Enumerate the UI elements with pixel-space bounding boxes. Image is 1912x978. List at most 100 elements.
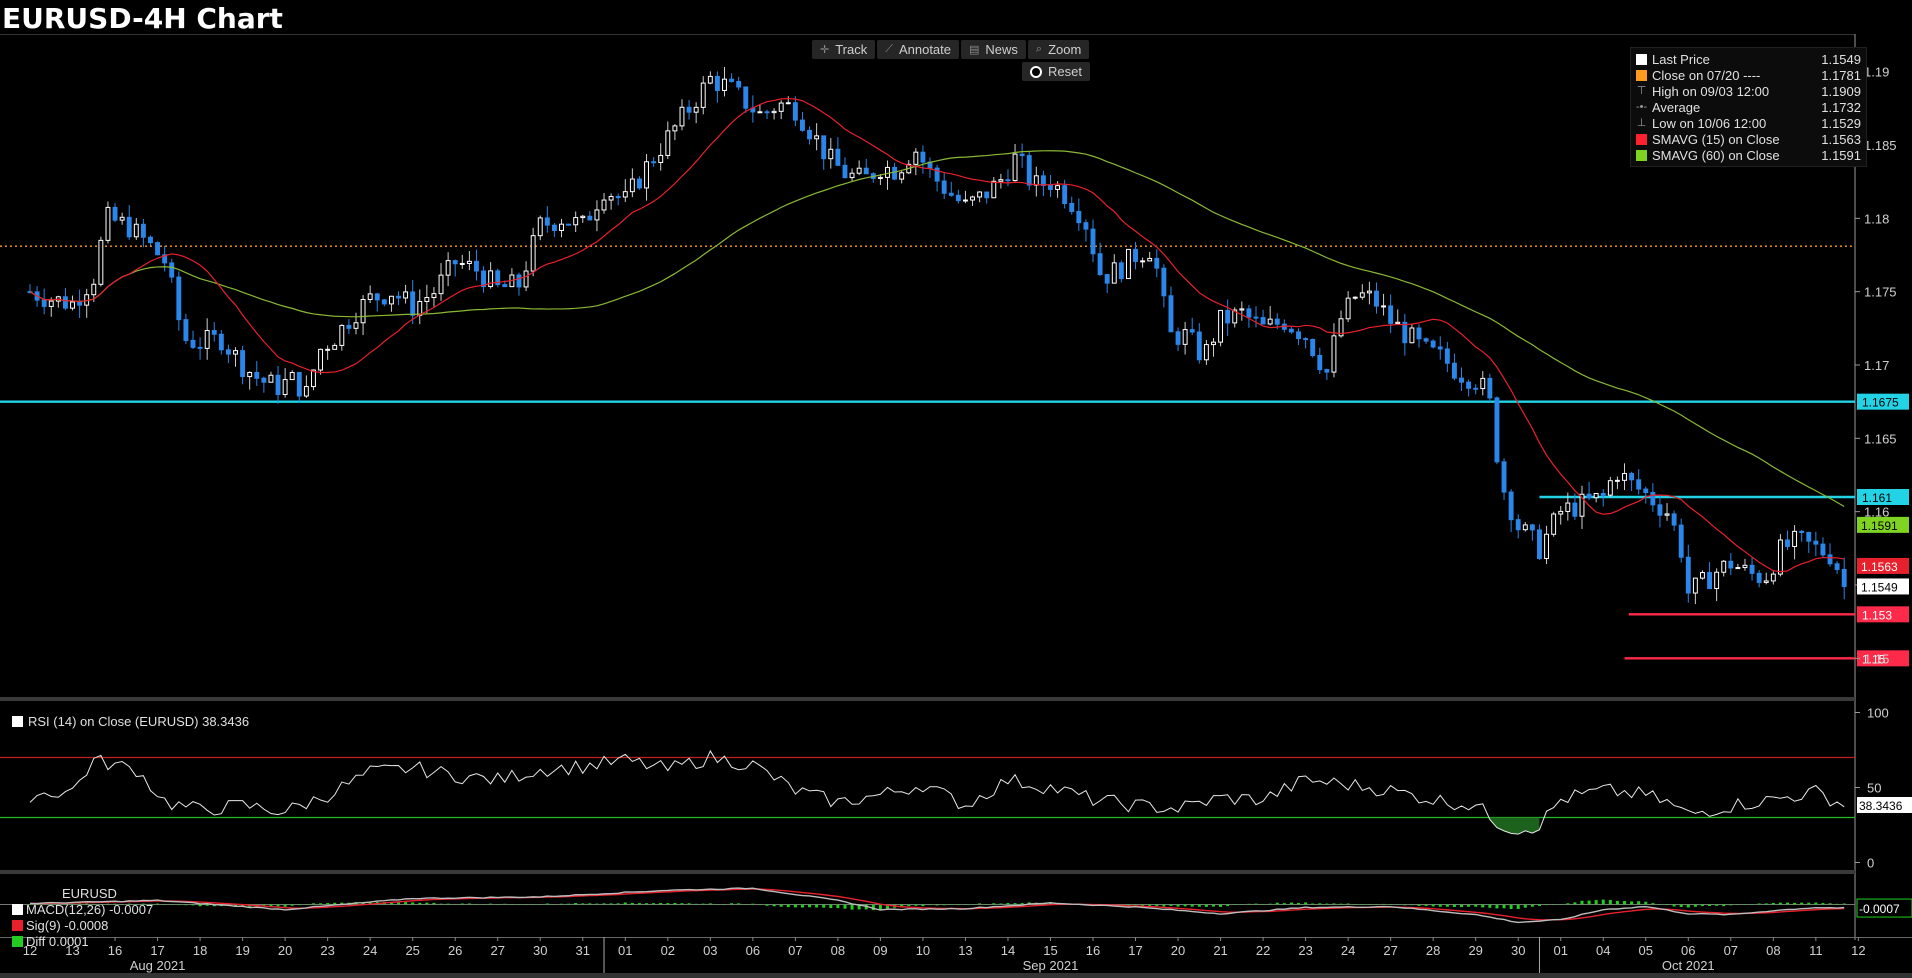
macd-histogram-bar (113, 903, 117, 905)
candle (240, 345, 246, 385)
candle (1459, 367, 1464, 391)
candle-body (1069, 202, 1075, 212)
y-tick-label: 1.15 (1864, 651, 1889, 666)
macd-histogram-bar (1750, 903, 1754, 905)
candle-body (1359, 292, 1365, 298)
candle (403, 284, 409, 304)
macd-histogram-bar (453, 903, 457, 905)
macd-histogram-bar (1658, 904, 1662, 905)
candle (254, 360, 260, 387)
zoom-button[interactable]: ⌕ Zoom (1027, 40, 1090, 59)
candle (1749, 556, 1755, 581)
macd-histogram-bar (772, 904, 776, 907)
macd-histogram-bar (340, 902, 344, 905)
candle (1785, 530, 1790, 551)
candle (637, 176, 642, 190)
macd-legend-label: Sig(9) -0.0008 (26, 917, 109, 933)
candle-body (1338, 318, 1344, 337)
macd-histogram-bar (120, 904, 124, 905)
candle-body (1019, 153, 1025, 157)
pencil-icon: ⟋ (885, 43, 893, 55)
macd-histogram-bar (666, 903, 670, 905)
candle (1012, 143, 1018, 182)
candle-body (1558, 510, 1564, 515)
candle-body (700, 82, 706, 108)
macd-histogram-bar (1233, 904, 1237, 906)
candle-body (1466, 381, 1472, 389)
macd-histogram-bar (1325, 903, 1329, 905)
candle (459, 254, 465, 269)
candle-body (1629, 473, 1635, 481)
candle-body (1437, 346, 1443, 350)
macd-histogram-bar (1786, 902, 1790, 905)
candle-body (573, 217, 579, 226)
macd-histogram-bar (871, 904, 875, 911)
macd-histogram-bar (1615, 900, 1619, 905)
magnifier-icon: ⌕ (1035, 43, 1043, 55)
macd-histogram-bar (616, 903, 620, 905)
rsi-tick-label: 50 (1867, 781, 1881, 796)
candle (1763, 572, 1769, 585)
rsi-tick-label: 0 (1867, 856, 1874, 871)
candle-body (637, 178, 642, 189)
macd-histogram-bar (1013, 903, 1017, 905)
macd-histogram-bar (1828, 903, 1832, 905)
macd-histogram-bar (1204, 904, 1208, 907)
macd-histogram-bar (1452, 904, 1456, 907)
candle-body (1395, 321, 1401, 324)
macd-histogram-bar (1339, 903, 1343, 905)
candle (84, 288, 90, 318)
candle (1714, 568, 1720, 602)
macd-histogram-bar (1020, 903, 1024, 905)
average-marker-icon: -•- (1636, 100, 1648, 113)
candle-body (722, 78, 727, 91)
candle-body (1189, 329, 1195, 333)
macd-histogram-bar (1247, 903, 1251, 905)
news-label: News (985, 42, 1018, 57)
y-tick-label: 1.175 (1864, 285, 1897, 300)
macd-histogram-bar (1793, 902, 1797, 905)
macd-histogram-bar (1197, 904, 1201, 907)
macd-histogram-bar (524, 904, 528, 905)
macd-histogram-bar (1566, 903, 1570, 905)
candle-body (1714, 571, 1720, 590)
macd-histogram-bar (92, 903, 96, 905)
track-button[interactable]: ✛ Track (812, 40, 876, 59)
candle-body (580, 215, 586, 219)
macd-legend-row: Sig(9) -0.0008 (12, 917, 153, 933)
candle-body (1352, 296, 1358, 299)
macd-legend-swatch (12, 919, 23, 931)
candle-body (1593, 492, 1599, 499)
candle (261, 376, 267, 393)
macd-histogram-bar (701, 903, 705, 905)
news-button[interactable]: ▤ News (961, 40, 1026, 59)
candle-body (424, 297, 430, 302)
candle-body (396, 295, 401, 299)
macd-histogram-bar (1502, 904, 1506, 909)
macd-histogram-bar (297, 904, 301, 906)
candle (913, 148, 919, 176)
candle (1508, 489, 1514, 533)
candle-body (459, 262, 465, 265)
candle-body (1246, 308, 1252, 318)
candle (1218, 309, 1224, 347)
candle-body (495, 270, 501, 286)
candle (1125, 248, 1131, 280)
candle-body (601, 199, 607, 211)
candle-body (814, 135, 820, 140)
reset-button[interactable]: Reset (1022, 62, 1090, 81)
macd-legend-label: Diff 0.0001 (26, 933, 89, 949)
annotate-button[interactable]: ⟋ Annotate (877, 40, 959, 59)
legend-label: Last Price (1652, 51, 1710, 67)
macd-histogram-bar (1665, 904, 1669, 906)
y-tick-label: 1.18 (1864, 211, 1889, 226)
candle-body (62, 296, 68, 309)
candle (1515, 514, 1521, 539)
candle-body (1657, 504, 1663, 516)
x-month-label: Oct 2021 (1662, 958, 1715, 973)
candle-body (1643, 488, 1649, 494)
macd-histogram-bar (637, 903, 641, 905)
macd-histogram-bar (935, 904, 939, 906)
candle-body (693, 106, 699, 113)
candle (176, 271, 182, 331)
